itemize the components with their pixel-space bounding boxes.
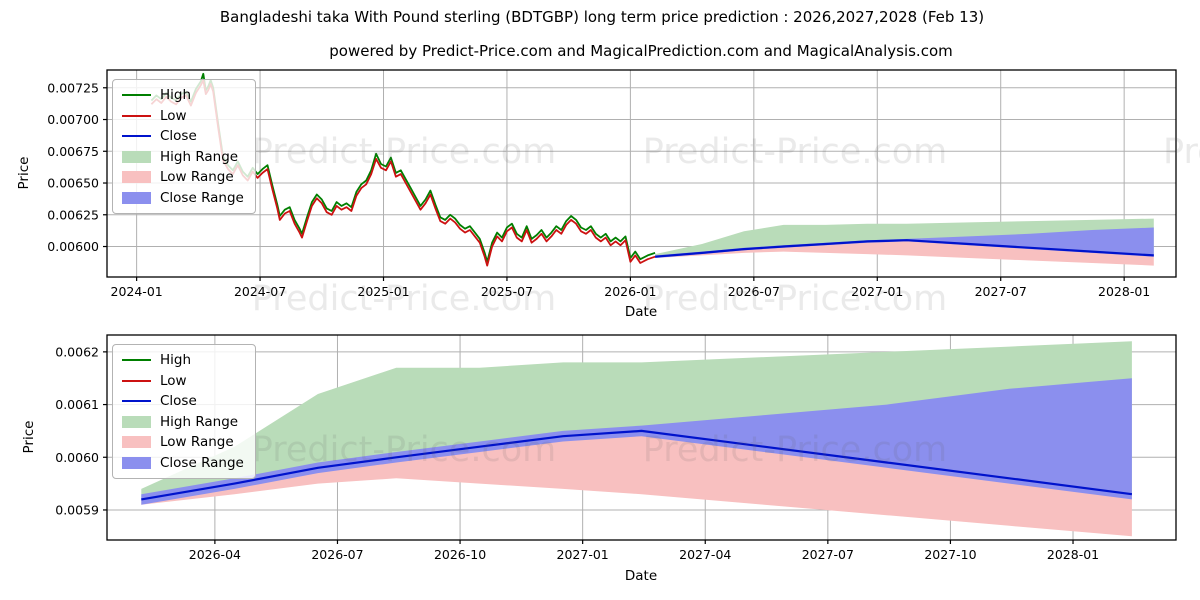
close-range-band xyxy=(141,378,1132,505)
y-tick-label: 0.00700 xyxy=(47,112,99,127)
legend-item: Close xyxy=(122,393,244,409)
x-tick-label: 2027-01 xyxy=(557,547,609,562)
legend-label: Close Range xyxy=(160,189,244,206)
legend-patch-swatch xyxy=(122,191,151,204)
legend-item: Low Range xyxy=(122,434,244,450)
x-tick-label: 2025-01 xyxy=(357,284,409,299)
legend-patch-swatch xyxy=(122,171,151,183)
legend-item: High Range xyxy=(122,149,244,165)
page-title: Bangladeshi taka With Pound sterling (BD… xyxy=(219,8,985,26)
x-tick-label: 2024-01 xyxy=(111,284,163,299)
legend-label: Close xyxy=(160,393,197,409)
legend-patch-swatch xyxy=(122,415,151,428)
close-line xyxy=(655,239,1154,258)
legend-line-swatch xyxy=(122,135,151,137)
legend-patch-swatch xyxy=(122,436,151,448)
x-tick-label: 2024-07 xyxy=(234,284,286,299)
low-range-band xyxy=(655,240,1154,266)
legend-line-swatch xyxy=(122,94,151,96)
x-tick-label: 2028-01 xyxy=(1098,284,1150,299)
legend-item: High xyxy=(122,87,244,103)
legend-label: Low xyxy=(160,372,187,389)
legend-item: Low xyxy=(122,108,244,124)
legend-item: Low Range xyxy=(122,169,244,185)
y-tick-label: 0.00625 xyxy=(47,207,99,222)
legend-item: Close Range xyxy=(122,190,244,206)
top-chart-legend: High Low Close High Range Low Range Close Ran… xyxy=(112,79,256,214)
y-tick-label: 0.00725 xyxy=(47,80,99,95)
legend-item: Close Range xyxy=(122,455,244,471)
x-tick-label: 2026-01 xyxy=(604,284,656,299)
low-range-band xyxy=(141,430,1132,537)
plot-border xyxy=(106,334,1177,541)
bottom-y-axis-label: Price xyxy=(21,420,37,454)
legend-patch-swatch xyxy=(122,456,151,469)
legend-label: Close xyxy=(160,128,197,144)
x-tick-label: 2026-07 xyxy=(311,547,363,562)
legend-label: Low Range xyxy=(160,169,234,185)
y-tick-label: 0.0061 xyxy=(55,397,99,412)
plot-border xyxy=(106,69,1177,278)
legend-line-swatch xyxy=(122,379,151,382)
legend-label: High xyxy=(160,352,192,368)
x-tick-label: 2026-04 xyxy=(189,547,241,562)
legend-item: High Range xyxy=(122,414,244,430)
y-tick-label: 0.0059 xyxy=(55,502,99,517)
x-tick-label: 2028-01 xyxy=(1047,547,1099,562)
legend-label: Low Range xyxy=(160,434,234,450)
y-tick-label: 0.0062 xyxy=(55,344,99,359)
y-tick-label: 0.00650 xyxy=(47,176,99,191)
y-tick-label: 0.00675 xyxy=(47,144,99,159)
top-x-axis-label: Date xyxy=(624,304,658,320)
x-tick-label: 2026-07 xyxy=(728,284,780,299)
bottom-x-axis-label: Date xyxy=(624,568,658,584)
y-tick-label: 0.00600 xyxy=(47,239,99,254)
x-tick-label: 2027-04 xyxy=(679,547,731,562)
x-tick-label: 2027-07 xyxy=(975,284,1027,299)
page-subtitle: powered by Predict-Price.com and Magical… xyxy=(329,42,953,60)
legend-item: Low xyxy=(122,373,244,389)
x-tick-label: 2027-10 xyxy=(924,547,976,562)
top-y-axis-label: Price xyxy=(16,156,32,190)
legend-label: Close Range xyxy=(160,454,244,471)
bottom-chart-legend: High Low Close High Range Low Range Close Ran… xyxy=(112,344,256,479)
legend-patch-swatch xyxy=(122,150,151,163)
x-tick-label: 2026-10 xyxy=(434,547,486,562)
legend-line-swatch xyxy=(122,114,151,117)
legend-label: High xyxy=(160,87,192,103)
close-range-band xyxy=(655,227,1154,258)
close-line xyxy=(141,429,1133,501)
x-tick-label: 2027-01 xyxy=(851,284,903,299)
legend-line-swatch xyxy=(122,400,151,402)
y-tick-label: 0.0060 xyxy=(55,450,99,465)
legend-item: High xyxy=(122,352,244,368)
legend-line-swatch xyxy=(122,359,151,361)
legend-label: High Range xyxy=(160,148,239,165)
legend-label: High Range xyxy=(160,413,239,430)
x-tick-label: 2025-07 xyxy=(481,284,533,299)
legend-label: Low xyxy=(160,107,187,124)
legend-item: Close xyxy=(122,128,244,144)
x-tick-label: 2027-07 xyxy=(802,547,854,562)
